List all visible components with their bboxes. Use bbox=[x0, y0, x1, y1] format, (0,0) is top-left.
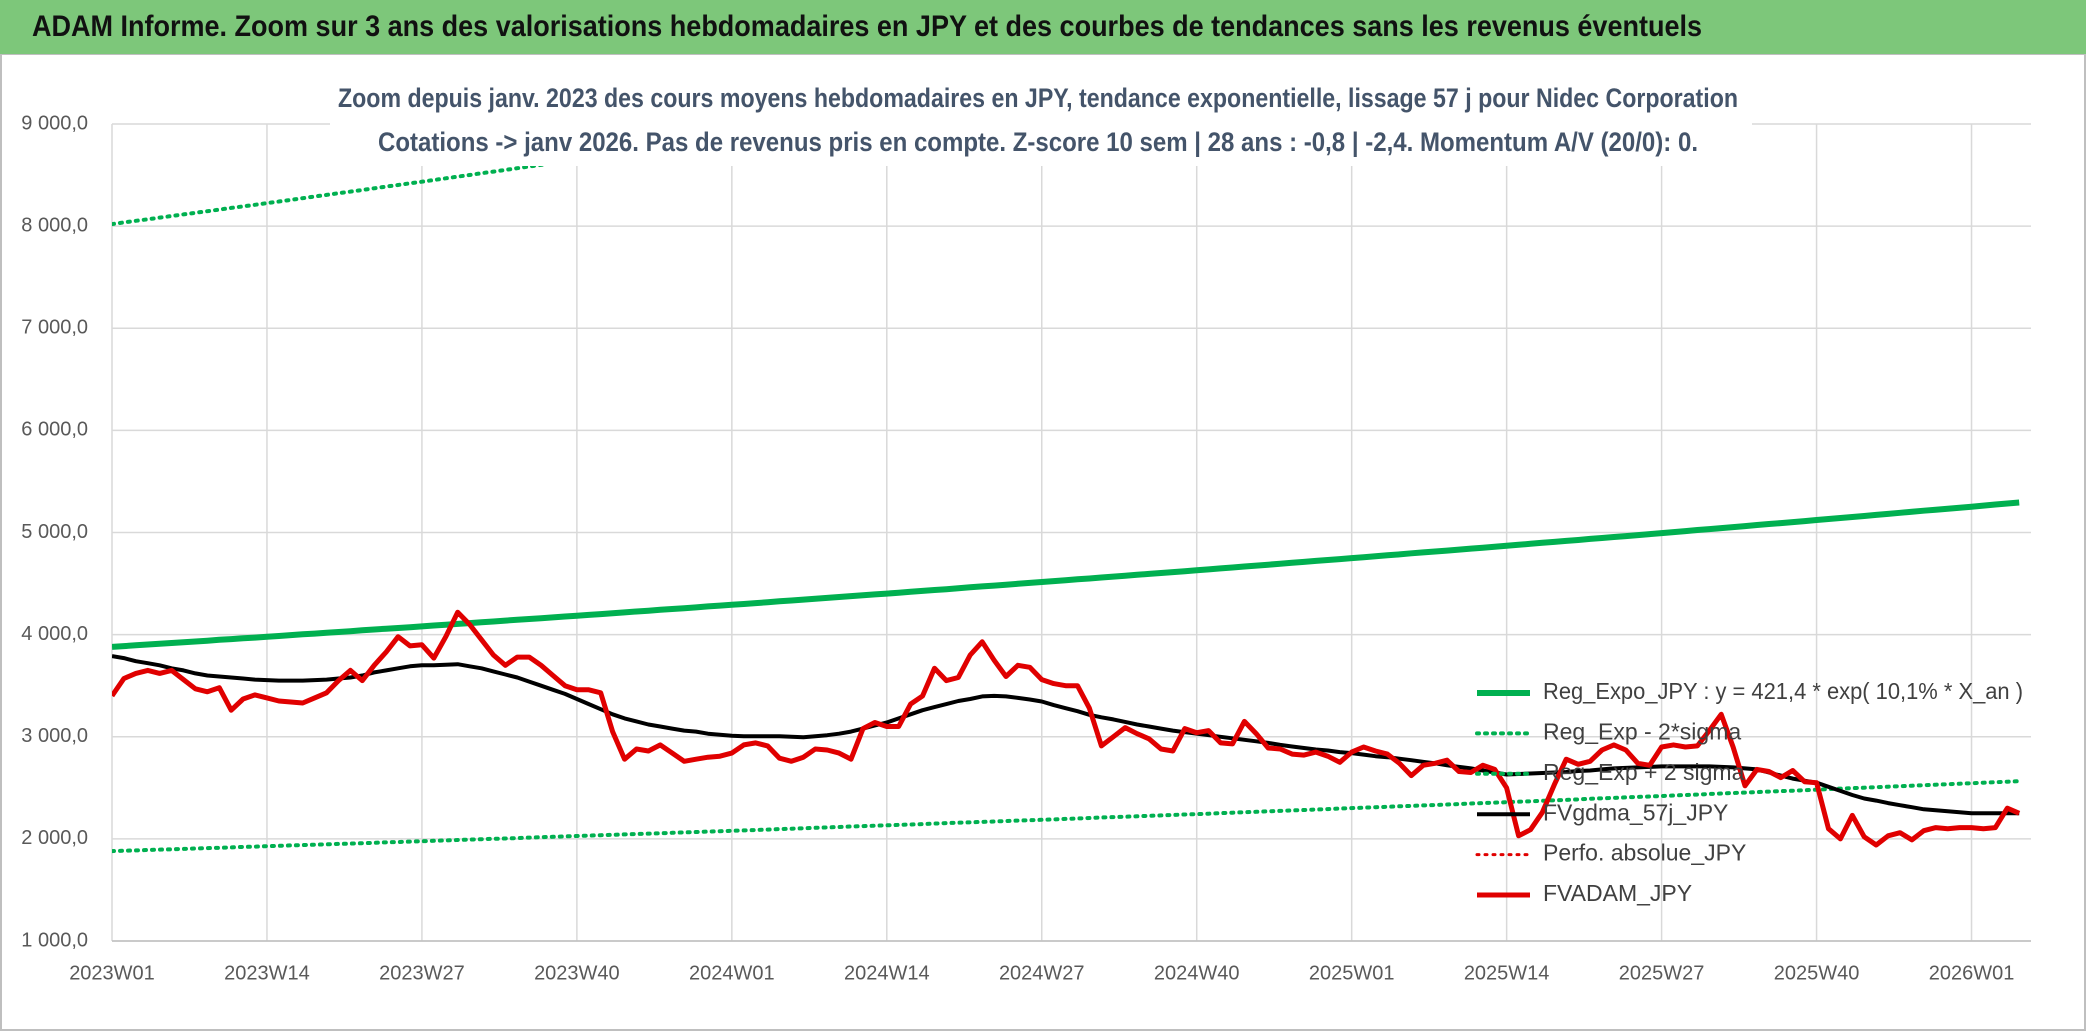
y-tick-label: 2 000,0 bbox=[21, 827, 88, 849]
y-tick-label: 9 000,0 bbox=[21, 112, 88, 134]
header-bar bbox=[0, 0, 2086, 54]
x-tick-label: 2024W40 bbox=[1154, 962, 1240, 984]
legend-label: Perfo. absolue_JPY bbox=[1543, 840, 1746, 866]
y-tick-label: 3 000,0 bbox=[21, 725, 88, 747]
y-tick-label: 5 000,0 bbox=[21, 521, 88, 543]
x-tick-label: 2025W01 bbox=[1309, 962, 1395, 984]
y-tick-label: 8 000,0 bbox=[21, 214, 88, 236]
legend-label: Reg_Exp + 2 sigma bbox=[1543, 759, 1745, 785]
legend-label: FVgdma_57j_JPY bbox=[1543, 799, 1728, 825]
legend-label: Reg_Exp - 2*sigma bbox=[1543, 718, 1741, 744]
x-tick-label: 2023W01 bbox=[69, 962, 155, 984]
title-box bbox=[330, 78, 1752, 166]
x-tick-label: 2023W40 bbox=[534, 962, 620, 984]
series-line bbox=[112, 654, 2020, 816]
report-title: ADAM Informe. Zoom sur 3 ans des valoris… bbox=[32, 10, 1702, 43]
x-tick-label: 2023W27 bbox=[379, 962, 465, 984]
x-tick-label: 2025W40 bbox=[1774, 962, 1860, 984]
x-tick-label: 2024W14 bbox=[844, 962, 930, 984]
y-tick-label: 6 000,0 bbox=[21, 419, 88, 441]
plot-series bbox=[112, 124, 2022, 854]
series-line bbox=[112, 609, 2021, 848]
chart-subtitle: Cotations -> janv 2026. Pas de revenus p… bbox=[378, 127, 1698, 157]
y-tick-label: 1 000,0 bbox=[21, 929, 88, 951]
legend-label: FVADAM_JPY bbox=[1543, 880, 1692, 906]
x-tick-label: 2024W01 bbox=[689, 962, 775, 984]
y-tick-label: 4 000,0 bbox=[21, 623, 88, 645]
x-tick-label: 2025W14 bbox=[1464, 962, 1550, 984]
series-line bbox=[112, 124, 833, 227]
x-tick-label: 2023W14 bbox=[224, 962, 310, 984]
x-tick-label: 2025W27 bbox=[1619, 962, 1705, 984]
series-line bbox=[112, 499, 2020, 650]
legend: Reg_Expo_JPY : y = 421,4 * exp( 10,1% * … bbox=[1475, 678, 2023, 906]
y-tick-label: 7 000,0 bbox=[21, 317, 88, 339]
x-tick-label: 2024W27 bbox=[999, 962, 1085, 984]
x-tick-label: 2026W01 bbox=[1929, 962, 2015, 984]
legend-label: Reg_Expo_JPY : y = 421,4 * exp( 10,1% * … bbox=[1543, 678, 2023, 704]
chart-title: Zoom depuis janv. 2023 des cours moyens … bbox=[338, 83, 1738, 113]
series-line bbox=[112, 779, 2022, 854]
